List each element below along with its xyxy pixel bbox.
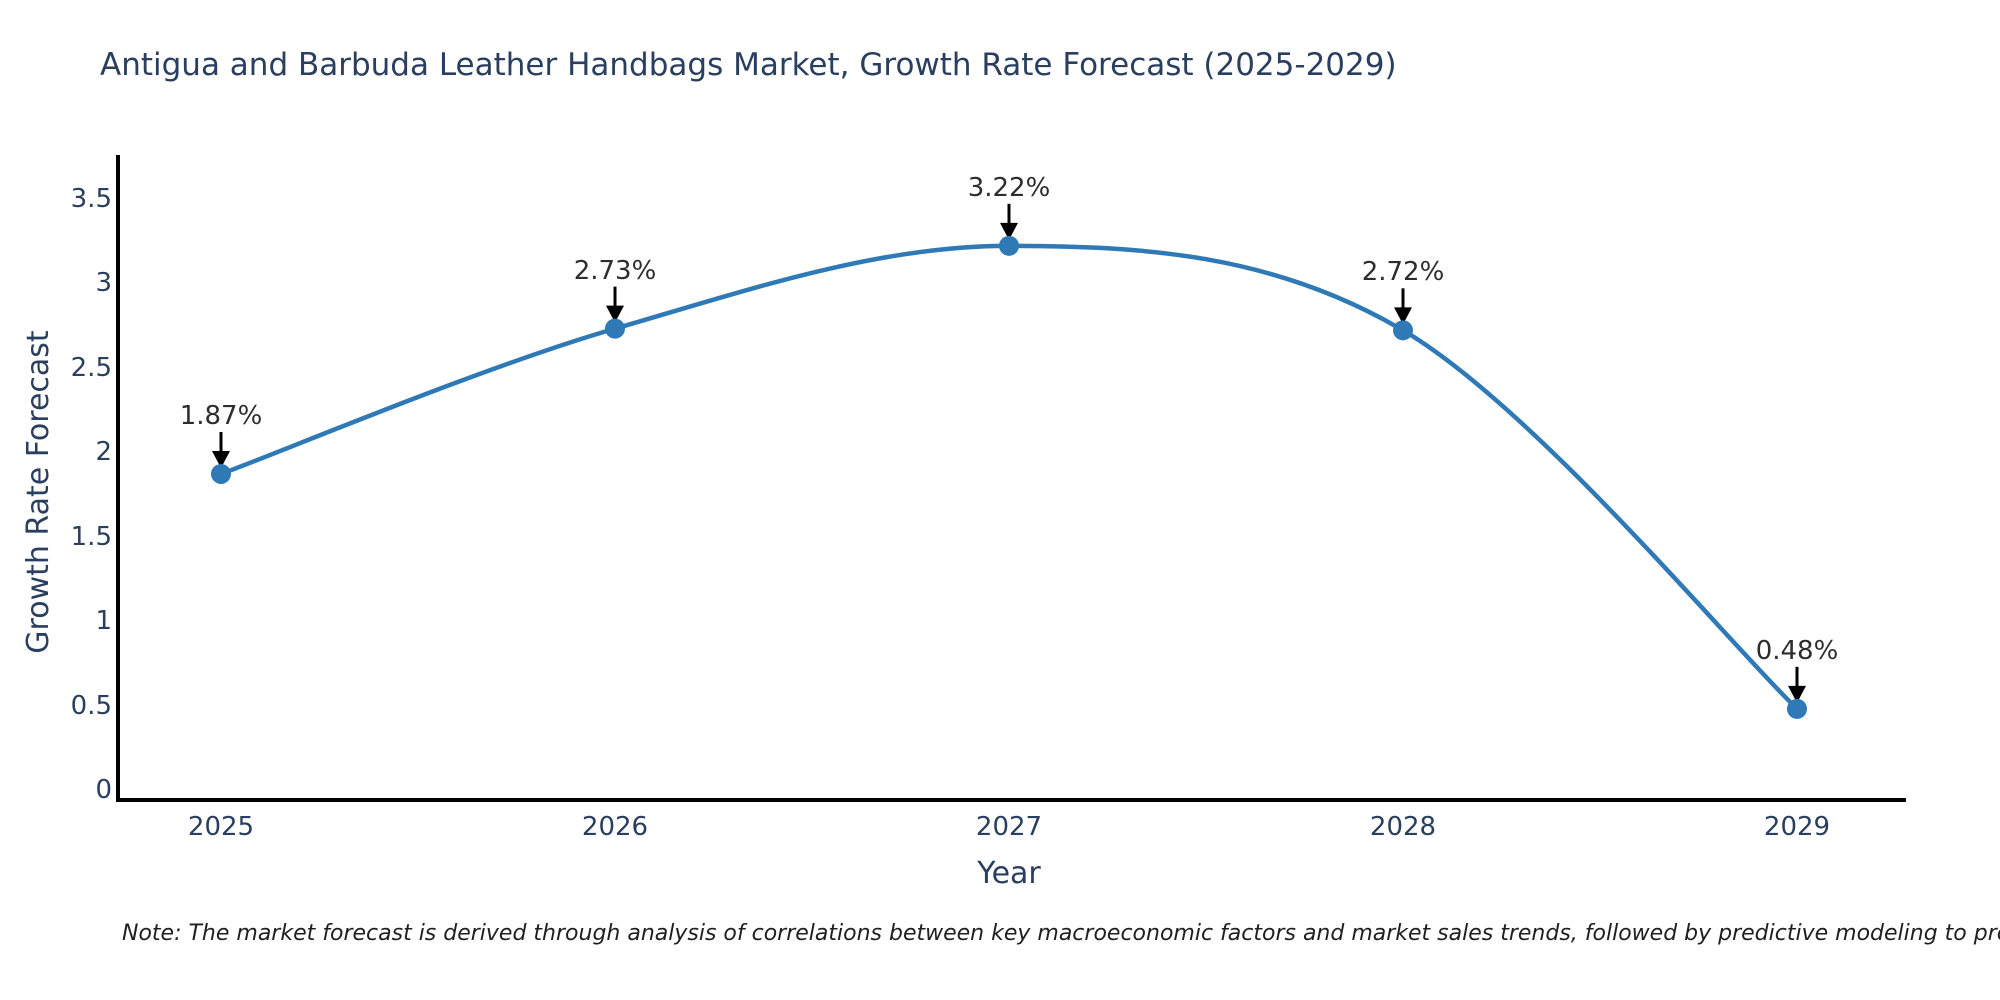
x-tick-label: 2026 xyxy=(581,812,649,842)
chart-title: Antigua and Barbuda Leather Handbags Mar… xyxy=(100,47,1397,83)
data-point-label: 3.22% xyxy=(967,172,1051,203)
y-axis-title: Growth Rate Forecast xyxy=(21,330,56,654)
data-point-marker xyxy=(999,235,1019,256)
x-tick-label: 2025 xyxy=(187,812,255,842)
x-tick-label: 2029 xyxy=(1763,812,1831,842)
annotation-arrowhead xyxy=(212,450,230,468)
annotation-arrowhead xyxy=(1788,685,1806,703)
x-axis-title: Year xyxy=(977,856,1041,891)
footnote: Note: The market forecast is derived thr… xyxy=(122,921,2000,946)
y-tick-label: 0 xyxy=(95,775,112,805)
data-point-marker xyxy=(605,318,625,339)
annotation-arrowhead xyxy=(606,305,624,323)
data-point-label: 1.87% xyxy=(179,400,263,431)
data-point-label: 2.73% xyxy=(573,255,657,286)
annotation-arrowhead xyxy=(1000,222,1018,240)
data-point-marker xyxy=(211,463,231,484)
y-tick-label: 1.5 xyxy=(70,521,112,552)
y-tick-label: 0.5 xyxy=(70,690,112,721)
data-point-label: 0.48% xyxy=(1755,635,1839,666)
data-point-label: 2.72% xyxy=(1361,257,1445,288)
forecast-line xyxy=(220,243,1799,711)
y-tick-label: 1 xyxy=(95,606,112,636)
x-tick-label: 2027 xyxy=(975,812,1043,842)
x-tick-label: 2028 xyxy=(1369,812,1437,842)
y-tick-label: 2 xyxy=(95,437,112,467)
y-tick-label: 2.5 xyxy=(70,352,112,383)
annotation-arrowhead xyxy=(1394,307,1412,325)
data-point-marker xyxy=(1787,698,1807,719)
y-tick-label: 3 xyxy=(95,268,112,298)
data-point-marker xyxy=(1393,320,1413,341)
y-tick-label: 3.5 xyxy=(70,183,112,214)
